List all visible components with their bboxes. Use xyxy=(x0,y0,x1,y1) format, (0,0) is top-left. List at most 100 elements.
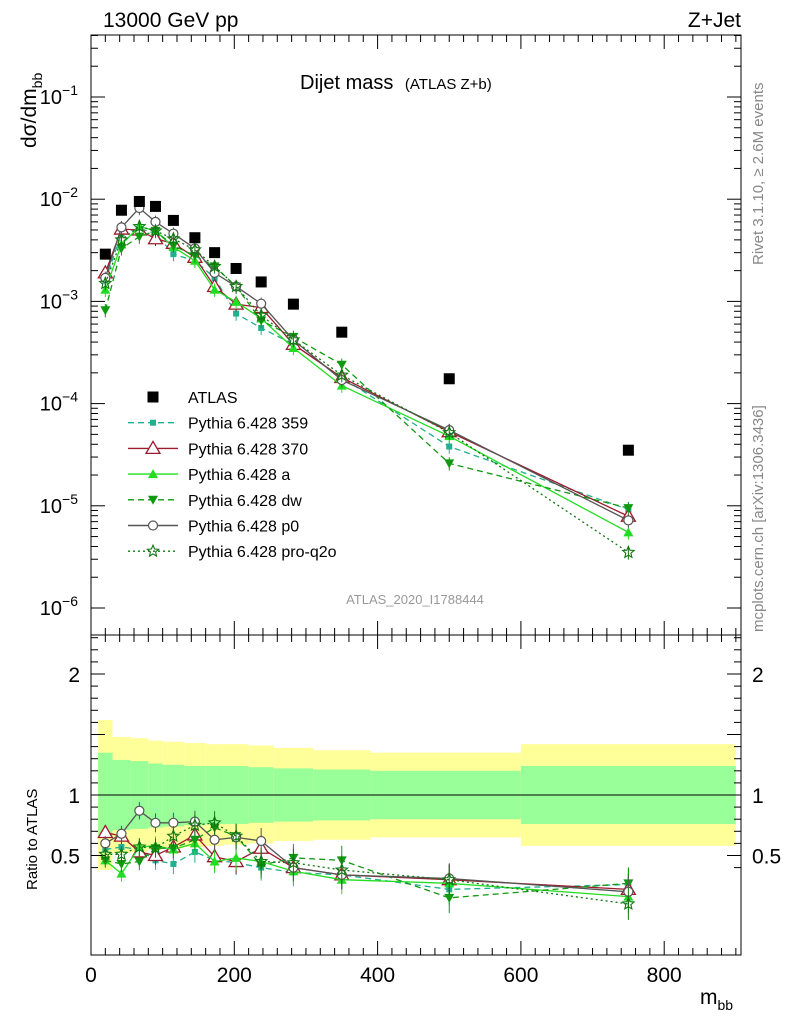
series-line xyxy=(104,228,629,517)
data-point xyxy=(209,247,221,259)
x-tick-label: 600 xyxy=(503,964,538,987)
y-tick-label: 10−2 xyxy=(40,184,78,211)
ratio-point xyxy=(132,839,147,854)
legend-label: Pythia 6.428 p0 xyxy=(188,519,299,536)
series-line xyxy=(104,225,629,533)
legend-label: Pythia 6.428 dw xyxy=(188,493,302,510)
ratio-point xyxy=(100,838,111,849)
ratio-y-tick-label: 1 xyxy=(68,785,80,808)
y-tick-label: 10−6 xyxy=(40,593,78,620)
data-point xyxy=(623,515,634,526)
data-point xyxy=(229,279,244,293)
ratio-point xyxy=(444,893,455,903)
plot-title-sub: (ATLAS Z+b) xyxy=(405,76,492,93)
ratio-point xyxy=(209,856,220,866)
data-point xyxy=(334,367,349,382)
legend-marker xyxy=(148,495,158,505)
legend-entry: Pythia 6.428 a xyxy=(128,467,290,484)
ratio-y-tick-label: 2 xyxy=(68,664,80,687)
legend-label: Pythia 6.428 359 xyxy=(188,416,308,433)
x-tick-label: 800 xyxy=(647,964,682,987)
data-point xyxy=(622,444,634,456)
data-point xyxy=(336,326,348,338)
data-point xyxy=(288,342,299,352)
ratio-point xyxy=(207,815,222,829)
data-point xyxy=(100,306,111,316)
series-line xyxy=(104,207,629,521)
series-pythia-6-428-370 xyxy=(97,220,637,524)
legend-marker xyxy=(148,469,158,479)
data-point xyxy=(256,298,267,309)
ratio-point xyxy=(166,828,181,843)
data-point xyxy=(336,360,347,370)
data-point xyxy=(187,242,202,256)
ratio-point xyxy=(229,828,244,843)
ratio-line xyxy=(104,842,629,898)
x-tick-label: 200 xyxy=(217,964,252,987)
data-point xyxy=(442,425,457,439)
ratio-point xyxy=(209,834,220,845)
data-point xyxy=(444,459,455,469)
legend-entry: Pythia 6.428 370 xyxy=(128,440,308,458)
data-point xyxy=(98,275,113,290)
legend-entry: Pythia 6.428 dw xyxy=(128,493,302,510)
data-point xyxy=(166,231,181,245)
data-point xyxy=(230,262,242,274)
ratio-y-axis-label: Ratio to ATLAS xyxy=(24,789,41,890)
data-point xyxy=(148,223,163,237)
legend-entry: Pythia 6.428 pro-q2o xyxy=(128,543,337,561)
data-point xyxy=(167,214,179,226)
ratio-point xyxy=(256,835,267,847)
analysis-id: ATLAS_2020_I1788444 xyxy=(346,592,484,607)
ratio-point xyxy=(114,846,129,861)
x-axis-label: mbb xyxy=(700,986,733,1013)
data-point xyxy=(623,527,634,537)
series-pythia-6-428-p0 xyxy=(100,201,634,528)
legend-marker xyxy=(145,543,161,558)
ratio-point xyxy=(150,817,161,828)
ratio-point xyxy=(286,855,301,869)
legend-marker xyxy=(147,520,159,531)
ratio-point xyxy=(116,868,127,878)
ratio-series-group xyxy=(97,802,637,920)
data-point xyxy=(254,307,269,322)
data-point xyxy=(134,232,145,242)
ratio-point xyxy=(116,828,127,839)
x-tick-label: 0 xyxy=(85,964,97,987)
ratio-series-pythia-6-428-359 xyxy=(102,839,632,905)
data-point xyxy=(258,324,265,331)
ratio-point xyxy=(134,857,145,867)
series-pythia-6-428-pro-q2o xyxy=(98,219,636,560)
legend-label: Pythia 6.428 a xyxy=(188,467,290,484)
x-tick-label: 400 xyxy=(360,964,395,987)
data-point xyxy=(623,504,634,514)
ratio-point xyxy=(170,860,177,867)
data-point xyxy=(231,296,242,306)
data-point xyxy=(114,232,129,246)
data-point xyxy=(443,373,455,385)
ratio-y-tick-label-right: 0.5 xyxy=(752,846,781,869)
series-line xyxy=(104,227,629,511)
series-pythia-6-428-dw xyxy=(100,224,634,516)
data-point xyxy=(255,276,267,288)
legend-entry: ATLAS xyxy=(147,390,238,407)
ratio-point xyxy=(168,844,179,854)
legend-marker xyxy=(147,391,159,403)
inner-band-bin xyxy=(184,765,206,826)
data-point xyxy=(132,219,147,233)
ratio-y-tick-label-right: 2 xyxy=(752,664,764,687)
data-point xyxy=(233,310,240,317)
ratio-point xyxy=(116,859,127,869)
ratio-point xyxy=(148,840,163,855)
axis-labels: 10−6 10−5 10−4 10−3 10−2 10−1dσ/dmbb 0.5 0.5 1 1 2… xyxy=(18,73,781,1013)
data-point xyxy=(286,332,301,346)
ratio-y-tick-label-right: 1 xyxy=(752,785,764,808)
data-point xyxy=(149,200,161,212)
data-point xyxy=(168,241,179,251)
legend-marker xyxy=(150,419,156,426)
series-pythia-6-428-a xyxy=(100,220,634,540)
series-line xyxy=(104,230,629,509)
data-point xyxy=(116,222,127,233)
ratio-series-pythia-6-428-pro-q2o xyxy=(98,811,636,920)
